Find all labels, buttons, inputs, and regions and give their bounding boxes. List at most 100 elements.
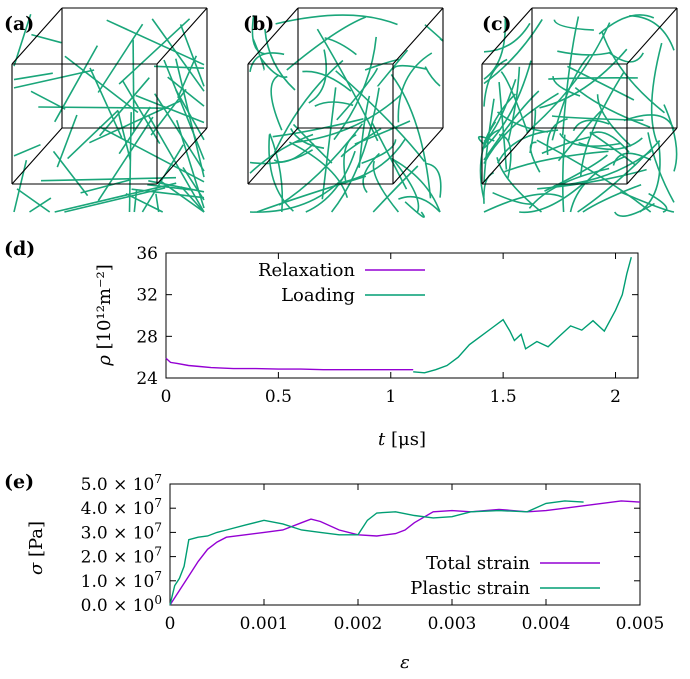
dislocation-line (294, 94, 402, 144)
y-axis-title: σ [Pa] (26, 521, 47, 575)
dislocation-line (179, 24, 205, 87)
y-tick-label: 5.0 × 107 (81, 472, 162, 495)
dislocation-line (308, 49, 328, 104)
dislocation-line (118, 18, 191, 85)
dislocation-cubes (11, 7, 678, 218)
cube-edge (481, 127, 533, 185)
y-tick-label: 28 (136, 327, 158, 347)
cube-a (11, 7, 208, 213)
x-axis-title: ε (400, 652, 410, 673)
y-tick-label: 32 (136, 286, 158, 306)
dislocation-line (286, 16, 367, 71)
dislocation-line (177, 55, 198, 99)
dislocation-line (376, 49, 409, 87)
dislocation-line (483, 58, 508, 107)
dislocation-line (121, 80, 161, 145)
dislocation-line (153, 65, 205, 69)
dislocation-line (371, 122, 408, 190)
dislocation-line (483, 60, 532, 149)
series-line-plastic-strain (169, 500, 584, 606)
dislocation-line (388, 156, 441, 213)
x-tick-label: 0.001 (240, 614, 289, 634)
dislocation-line (117, 110, 132, 161)
cube-edge (156, 127, 208, 185)
legend-label: Plastic strain (410, 578, 530, 599)
dislocation-line (13, 14, 32, 67)
dislocation-line (569, 155, 627, 213)
x-tick-label: 0.003 (428, 614, 477, 634)
dislocation-line (13, 160, 28, 213)
y-tick-label: 3.0 × 107 (81, 520, 162, 543)
dislocation-line (504, 150, 609, 173)
dislocation-line (559, 132, 621, 147)
dislocation-line (372, 165, 419, 213)
dislocation-line (598, 14, 655, 35)
y-tick-label: 2.0 × 107 (81, 545, 162, 568)
y-tick-label: 36 (136, 244, 158, 264)
dislocation-line (132, 39, 135, 132)
dislocation-line (175, 89, 205, 141)
dislocation-line (544, 154, 608, 192)
dislocation-line (340, 127, 382, 158)
dislocation-line (536, 139, 652, 213)
dislocation-line (56, 114, 78, 168)
dislocation-line (392, 158, 420, 213)
dislocation-line (133, 189, 138, 213)
x-tick-label: 0 (161, 387, 172, 407)
dislocation-line (89, 67, 123, 139)
dislocation-line (614, 202, 655, 217)
dislocation-line (601, 31, 665, 114)
dislocation-line (629, 15, 675, 51)
dislocation-line (13, 143, 41, 157)
dislocation-line (483, 98, 495, 183)
dislocation-line (128, 112, 132, 213)
x-tick-label: 1 (385, 387, 396, 407)
dislocation-line (498, 82, 508, 170)
dislocation-line (574, 86, 651, 128)
dislocation-line (483, 193, 563, 213)
panel-label-c: (c) (482, 13, 512, 35)
dislocation-line (38, 106, 169, 109)
dislocation-line (268, 134, 294, 212)
dislocation-line (335, 70, 426, 162)
dislocation-line (264, 28, 296, 91)
dislocation-line (343, 134, 357, 182)
cube-edge (626, 127, 678, 185)
dislocation-line (147, 183, 193, 191)
dislocation-line (316, 28, 379, 142)
x-tick-label: 0.004 (522, 614, 571, 634)
y-tick-label: 24 (136, 369, 158, 389)
dislocation-line (131, 188, 205, 199)
plot-frame (165, 252, 639, 379)
cube-edge (392, 127, 444, 185)
dislocation-line (596, 94, 632, 147)
x-tick-label: 0 (165, 614, 176, 634)
legend-label: Loading (281, 285, 355, 306)
dislocation-line (13, 72, 53, 81)
cube-edge (247, 127, 299, 185)
y-tick-label: 0.0 × 100 (81, 593, 162, 616)
dislocation-line (361, 139, 397, 164)
dislocation-line (424, 66, 441, 87)
density-chart: 0 0.5 1 1.5 2 24 28 32 36 Relaxation Loading t [μs]… (94, 244, 639, 450)
x-tick-label: 1.5 (490, 387, 517, 407)
dislocation-line (647, 132, 675, 203)
dislocation-line (118, 106, 152, 155)
dislocation-line (561, 16, 580, 136)
dislocation-line (64, 187, 166, 213)
dislocation-line (278, 123, 364, 206)
dislocation-line (537, 168, 647, 190)
dislocation-line (553, 19, 594, 31)
legend-label: Total strain (426, 553, 530, 574)
dislocation-line (249, 52, 285, 73)
dislocation-line (483, 92, 559, 164)
dislocation-line (305, 150, 356, 213)
dislocation-line (541, 136, 590, 155)
y-tick-label: 4.0 × 107 (81, 496, 162, 519)
dislocation-line (492, 191, 534, 205)
dislocation-line (364, 58, 400, 71)
dislocation-line (249, 133, 314, 174)
dislocation-line (562, 134, 566, 213)
x-axis-title: t [μs] (378, 429, 426, 450)
dislocation-line (336, 138, 406, 185)
